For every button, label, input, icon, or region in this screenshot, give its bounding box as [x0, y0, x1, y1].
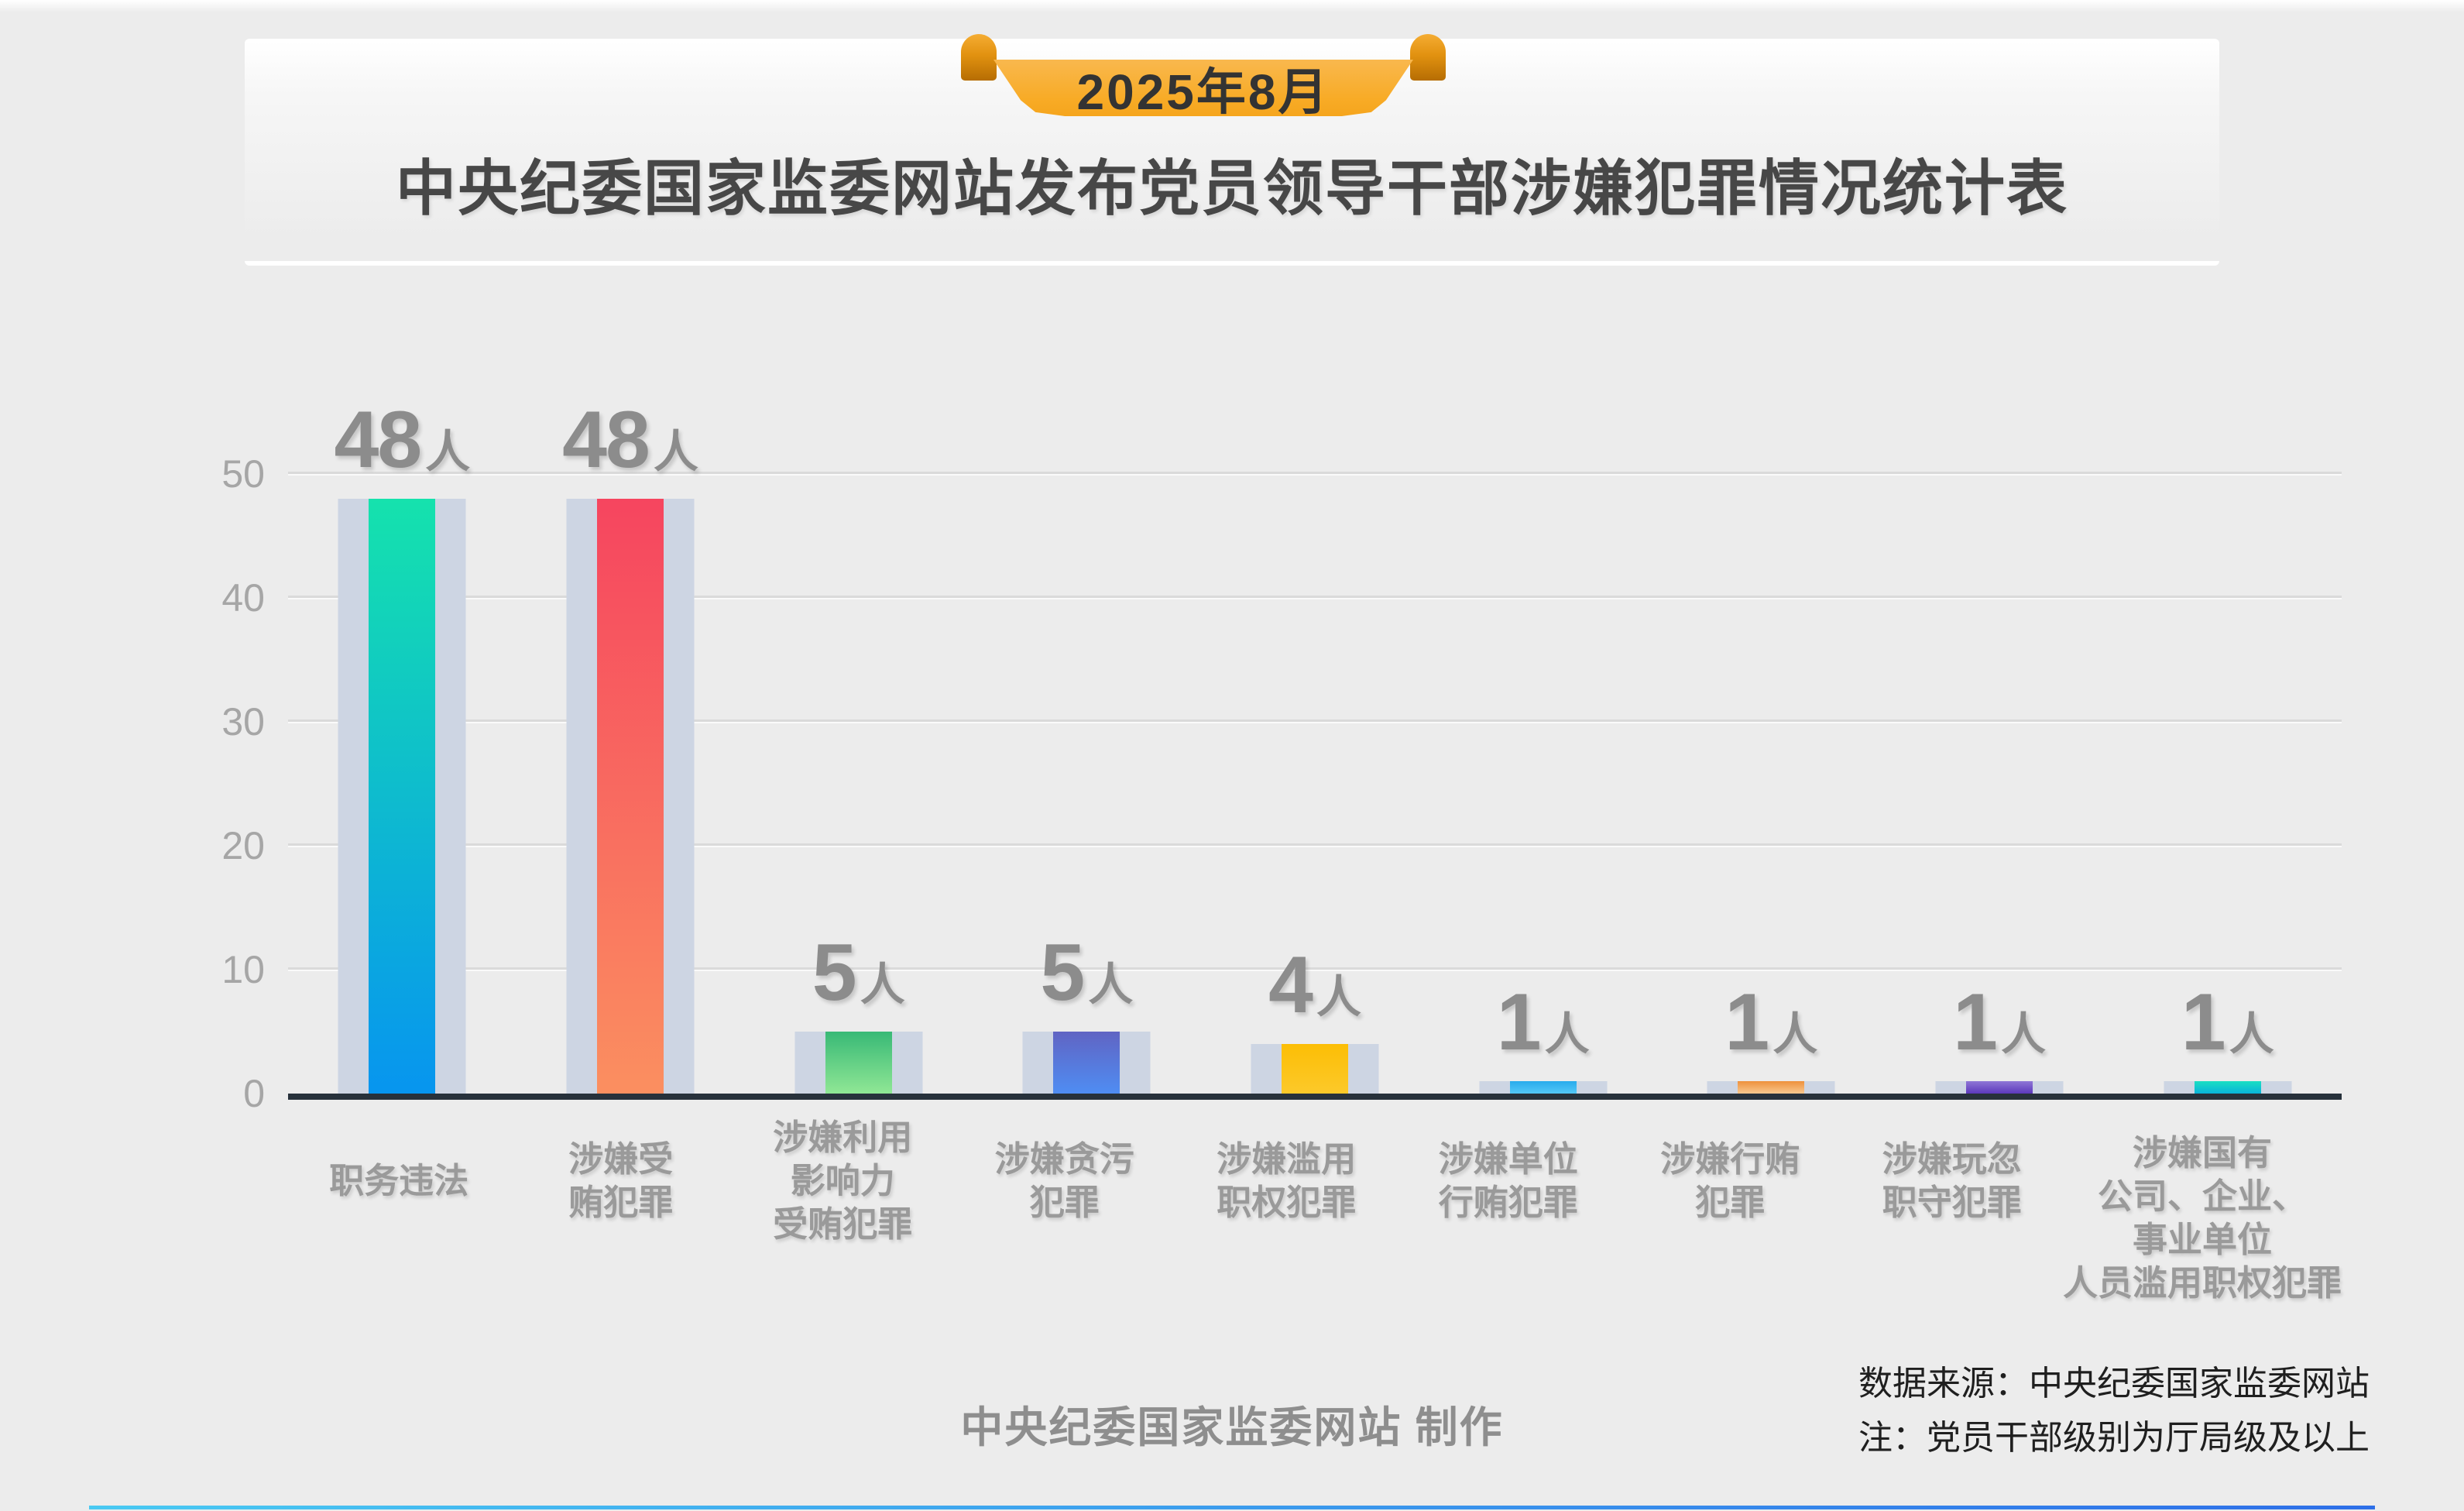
gridline-50	[288, 472, 2342, 474]
y-tick-label-10: 10	[221, 948, 265, 991]
gridline-20	[288, 843, 2342, 846]
bars-container: 48 人 48 人 5 人 5 人 4 人 1 人 1 人 1 人 1 人	[288, 395, 2342, 1094]
x-axis-label: 涉嫌贪污 犯罪	[994, 1139, 1134, 1222]
bar-fill	[825, 1032, 892, 1094]
x-axis-label: 涉嫌玩忽 职守犯罪	[1882, 1139, 2022, 1222]
x-label-cell-3: 涉嫌利用 影响力 受贿犯罪	[732, 1115, 954, 1247]
bar-fill	[597, 499, 664, 1094]
gridline-30	[288, 719, 2342, 722]
bar-fill	[2194, 1081, 2261, 1094]
x-axis-label: 涉嫌行贿 犯罪	[1660, 1139, 1800, 1222]
x-axis-label: 涉嫌滥用 职权犯罪	[1217, 1139, 1357, 1222]
x-axis-label: 涉嫌国有 公司、企业、 事业单位 人员滥用职权犯罪	[2063, 1133, 2342, 1303]
x-axis-label: 涉嫌利用 影响力 受贿犯罪	[773, 1118, 913, 1244]
x-label-cell-2: 涉嫌受 贿犯罪	[510, 1115, 733, 1247]
x-axis-labels-row: 职务违法 涉嫌受 贿犯罪 涉嫌利用 影响力 受贿犯罪 涉嫌贪污 犯罪 涉嫌滥用 职权犯罪…	[288, 1115, 2342, 1303]
gridline-10	[288, 967, 2342, 970]
x-label-cell-9: 涉嫌国有 公司、企业、 事业单位 人员滥用职权犯罪	[2063, 1115, 2342, 1303]
bar-chart-plot-area: 48 人 48 人 5 人 5 人 4 人 1 人 1 人 1 人 1 人 0 10 20 30 40 50	[221, 395, 2342, 1113]
bar-value-label: 48 人	[562, 395, 698, 485]
x-label-cell-4: 涉嫌贪污 犯罪	[954, 1115, 1176, 1247]
bar-fill	[1509, 1081, 1577, 1094]
y-tick-label-0: 0	[243, 1072, 265, 1115]
bar-fill	[1053, 1032, 1120, 1094]
bar-fill	[1966, 1081, 2033, 1094]
x-axis-label: 涉嫌受 贿犯罪	[568, 1139, 674, 1222]
y-tick-label-20: 20	[221, 824, 265, 867]
x-label-cell-7: 涉嫌行贿 犯罪	[1619, 1115, 1841, 1247]
y-tick-label-40: 40	[221, 576, 265, 620]
bottom-accent-strip	[89, 1506, 2375, 1509]
producer-credit: 中央纪委国家监委网站 制作	[960, 1403, 1504, 1451]
ribbon-curl-left-icon	[961, 34, 997, 81]
bar-fill	[1282, 1044, 1349, 1094]
gridline-40	[288, 596, 2342, 598]
x-axis-line	[288, 1094, 2342, 1100]
notes-block: 数据来源：中央纪委国家监委网站 注：党员干部级别为厅局级及以上	[1858, 1357, 2401, 1466]
date-ribbon: 2025年8月	[961, 34, 1446, 116]
x-label-cell-8: 涉嫌玩忽 职守犯罪	[1841, 1115, 2064, 1247]
bar-slot-2: 48 人	[516, 395, 745, 1094]
y-tick-label-30: 30	[221, 700, 265, 743]
bar-fill	[369, 499, 436, 1094]
x-label-cell-5: 涉嫌滥用 职权犯罪	[1175, 1115, 1398, 1247]
bar-value-label: 48 人	[334, 395, 471, 485]
x-axis-label: 职务违法	[329, 1161, 469, 1200]
bar-slot-1: 48 人	[288, 395, 516, 1094]
ribbon-curl-right-icon	[1410, 34, 1446, 81]
data-source-note: 数据来源：中央纪委国家监委网站	[1858, 1365, 2370, 1403]
bar-fill	[1738, 1081, 1805, 1094]
top-glow-decoration	[0, 0, 2464, 12]
x-label-cell-1: 职务违法	[288, 1115, 510, 1247]
y-tick-label-50: 50	[221, 452, 265, 496]
x-label-cell-6: 涉嫌单位 行贿犯罪	[1398, 1115, 1620, 1247]
date-ribbon-body: 2025年8月	[993, 60, 1413, 116]
x-axis-label: 涉嫌单位 行贿犯罪	[1438, 1139, 1578, 1222]
date-badge: 2025年8月	[1076, 64, 1330, 120]
page-title: 中央纪委国家监委网站发布党员领导干部涉嫌犯罪情况统计表	[395, 154, 2068, 222]
rank-note: 注：党员干部级别为厅局级及以上	[1858, 1419, 2370, 1458]
